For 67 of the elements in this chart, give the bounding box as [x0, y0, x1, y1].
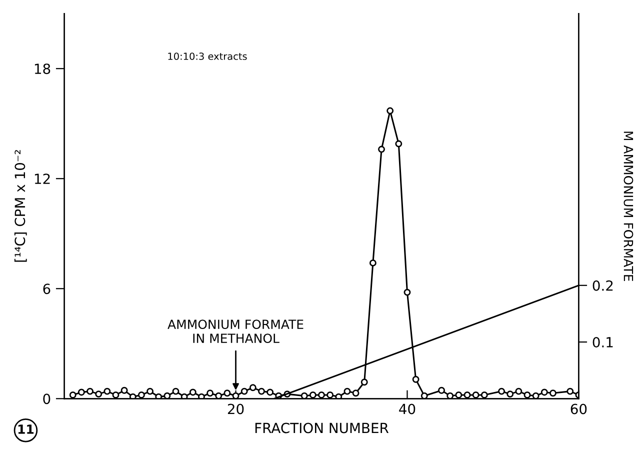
annotation: 10:10:3 extracts	[168, 52, 247, 60]
y2-tick-label: 0.2	[592, 280, 613, 291]
point	[164, 392, 171, 399]
y-axis-title: [¹⁴C] CPM x 10⁻²	[14, 150, 27, 262]
point	[395, 140, 402, 148]
point	[378, 146, 385, 153]
annotation: AMMONIUM FORMATE IN METHANOL	[168, 320, 304, 344]
text: 11	[18, 424, 34, 434]
point	[309, 392, 316, 398]
point	[550, 390, 556, 397]
point	[404, 288, 411, 296]
point	[360, 378, 368, 386]
y-tick-label: 0	[43, 394, 50, 404]
point	[258, 388, 265, 395]
point	[240, 388, 248, 395]
point	[266, 388, 274, 396]
point	[129, 393, 136, 399]
point	[249, 384, 256, 392]
point	[446, 392, 454, 399]
point	[498, 388, 506, 395]
point	[300, 392, 308, 399]
point	[95, 390, 102, 398]
y-tick-label: 6	[43, 284, 50, 294]
point	[189, 388, 196, 396]
point	[224, 390, 231, 397]
point	[455, 392, 462, 398]
y2-tick-label: 0.1	[592, 336, 613, 348]
point	[146, 388, 154, 395]
point	[120, 386, 128, 394]
point	[172, 388, 180, 395]
point	[412, 376, 420, 383]
point	[318, 392, 325, 398]
point	[352, 390, 360, 397]
y2-axis-title: M AMMONIUM FORMATE	[624, 132, 634, 281]
point	[532, 392, 540, 399]
point	[69, 392, 76, 398]
point	[104, 388, 111, 395]
point	[86, 388, 94, 395]
point	[138, 392, 145, 398]
point	[464, 392, 471, 398]
point	[566, 388, 574, 395]
point	[480, 392, 488, 398]
point	[438, 386, 445, 394]
point	[326, 392, 334, 398]
x-tick-label: 40	[399, 404, 416, 414]
x-tick-label: 60	[570, 404, 587, 414]
x-axis-title: FRACTION NUMBER	[255, 422, 389, 434]
x-tick-label: 20	[228, 404, 244, 414]
y-tick-label: 18	[34, 64, 50, 74]
point	[112, 392, 120, 398]
point	[215, 392, 222, 399]
point	[369, 259, 376, 266]
y-tick-label: 12	[34, 174, 50, 184]
point	[206, 390, 214, 397]
point	[420, 392, 428, 399]
point	[78, 388, 85, 396]
point	[335, 393, 342, 399]
point	[386, 107, 394, 114]
point	[506, 390, 514, 398]
point	[344, 388, 351, 395]
point	[198, 393, 205, 399]
point	[524, 392, 531, 398]
point	[515, 388, 522, 395]
point	[180, 393, 188, 399]
point	[155, 393, 162, 399]
point	[540, 388, 548, 396]
point	[472, 392, 480, 398]
